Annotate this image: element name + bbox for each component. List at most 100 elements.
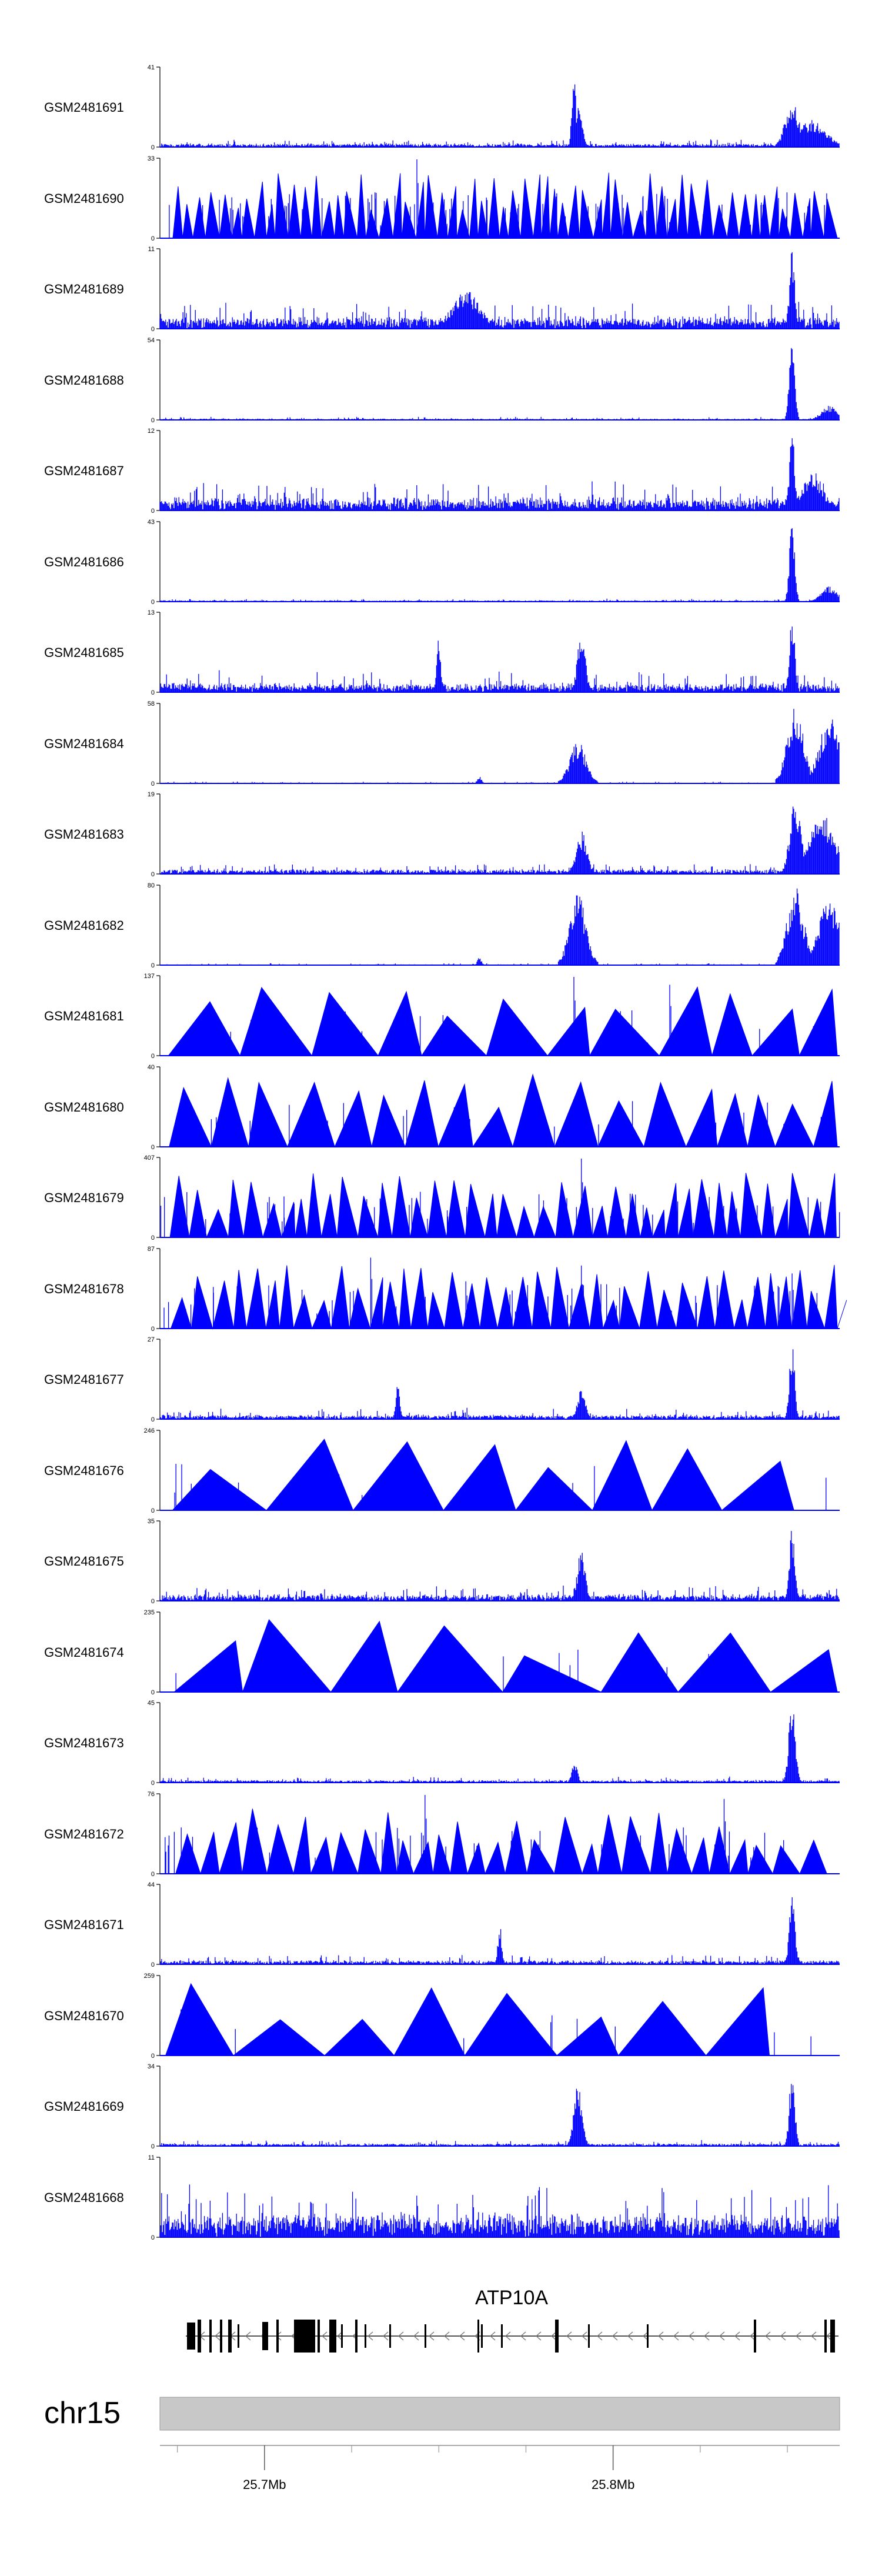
y-max-label: 40 [148, 1064, 155, 1071]
track-GSM2481684: GSM2481684 58 0 [44, 700, 840, 788]
gene-exon [198, 2320, 201, 2353]
track-GSM2481673: GSM2481673 45 0 [44, 1700, 840, 1787]
coverage-signal [169, 1073, 838, 1148]
y-max-label: 80 [148, 882, 155, 889]
y-min-label: 0 [151, 1416, 155, 1423]
coverage-signal [159, 888, 840, 965]
coverage-signal [159, 84, 840, 147]
chromosome-ideogram [159, 2397, 840, 2431]
y-min-label: 0 [151, 2143, 155, 2150]
coverage-signal [159, 709, 840, 783]
y-min-label: 0 [151, 417, 155, 424]
gene-exon [220, 2320, 222, 2353]
y-min-label: 0 [151, 599, 155, 606]
y-max-label: 11 [148, 2154, 155, 2161]
coordinate-label: 25.7Mb [243, 2477, 286, 2492]
track-GSM2481674: GSM2481674 235 0 [44, 1609, 840, 1696]
coverage-spikes [163, 1257, 818, 1329]
y-min-label: 0 [151, 1689, 155, 1696]
gene-exon [555, 2320, 559, 2353]
gene-exon [389, 2324, 391, 2348]
track-label: GSM2481669 [44, 2099, 124, 2114]
coverage-spikes [175, 1650, 744, 1692]
track-label: GSM2481673 [44, 1736, 124, 1750]
coverage-signal [159, 252, 840, 329]
coverage-signal [159, 1714, 840, 1783]
coverage-signal [159, 2184, 840, 2237]
track-label: GSM2481687 [44, 463, 124, 478]
gene-exon [647, 2324, 649, 2348]
track-GSM2481686: GSM2481686 43 0 [44, 519, 840, 606]
coverage-signal [159, 1349, 840, 1419]
y-max-label: 27 [148, 1336, 155, 1343]
y-max-label: 11 [148, 246, 155, 253]
gene-exon [318, 2320, 320, 2353]
y-max-label: 87 [148, 1246, 155, 1253]
gene-exon [262, 2322, 268, 2350]
gene-exon [276, 2320, 279, 2353]
track-label: GSM2481679 [44, 1190, 124, 1205]
gene-exon [187, 2323, 195, 2350]
y-max-label: 54 [148, 337, 155, 344]
track-GSM2481675: GSM2481675 35 0 [44, 1518, 840, 1605]
track-GSM2481670: GSM2481670 259 0 [44, 1973, 840, 2060]
y-min-label: 0 [151, 2234, 155, 2241]
y-min-label: 0 [151, 1598, 155, 1605]
y-max-label: 137 [144, 973, 155, 980]
track-GSM2481690: GSM2481690 33 0 [44, 155, 840, 242]
track-label: GSM2481677 [44, 1372, 124, 1387]
y-max-label: 407 [144, 1154, 155, 1162]
y-max-label: 43 [148, 519, 155, 526]
coverage-signal [173, 1619, 838, 1693]
y-min-label: 0 [151, 1780, 155, 1787]
coverage-signal [159, 2084, 840, 2146]
track-label: GSM2481672 [44, 1827, 124, 1841]
track-GSM2481685: GSM2481685 13 0 [44, 609, 840, 696]
gene-exon [228, 2320, 232, 2353]
track-label: GSM2481675 [44, 1554, 124, 1569]
coverage-signal [170, 1264, 847, 1330]
y-max-label: 259 [144, 1973, 155, 1980]
gene-exon [824, 2320, 827, 2353]
track-GSM2481677: GSM2481677 27 0 [44, 1336, 840, 1423]
coverage-spikes [230, 977, 814, 1056]
gene-exon [209, 2320, 212, 2353]
track-label: GSM2481683 [44, 827, 124, 842]
track-label: GSM2481686 [44, 555, 124, 569]
track-GSM2481672: GSM2481672 76 0 [44, 1791, 840, 1878]
coverage-signal [159, 528, 840, 602]
track-GSM2481669: GSM2481669 34 0 [44, 2063, 840, 2150]
y-min-label: 0 [151, 1871, 155, 1878]
y-max-label: 246 [144, 1427, 155, 1434]
gene-exon [355, 2320, 358, 2353]
gene-label: ATP10A [475, 2287, 548, 2309]
y-min-label: 0 [151, 962, 155, 969]
coverage-signal [159, 348, 840, 420]
track-GSM2481682: GSM2481682 80 0 [44, 882, 840, 969]
y-max-label: 58 [148, 700, 155, 708]
coverage-signal [168, 986, 838, 1057]
y-min-label: 0 [151, 1507, 155, 1514]
track-GSM2481683: GSM2481683 19 0 [44, 791, 840, 878]
track-label: GSM2481674 [44, 1645, 124, 1660]
coverage-spikes [211, 1101, 822, 1147]
y-max-label: 35 [148, 1518, 155, 1525]
gene-exon [238, 2324, 239, 2348]
gene-exon [588, 2324, 590, 2348]
track-GSM2481681: GSM2481681 137 0 [44, 973, 840, 1060]
gene-exon [501, 2324, 503, 2348]
y-max-label: 12 [148, 428, 155, 435]
gene-exon [294, 2320, 315, 2353]
track-label: GSM2481685 [44, 645, 124, 660]
track-GSM2481668: GSM2481668 11 0 [44, 2154, 840, 2241]
y-max-label: 41 [148, 64, 155, 71]
gene-exon [830, 2320, 835, 2353]
track-label: GSM2481689 [44, 282, 124, 296]
coverage-signal [159, 806, 840, 874]
y-max-label: 44 [148, 1881, 155, 1888]
y-max-label: 45 [148, 1700, 155, 1707]
track-label: GSM2481690 [44, 191, 124, 206]
y-min-label: 0 [151, 508, 155, 515]
track-GSM2481680: GSM2481680 40 0 [44, 1064, 840, 1151]
